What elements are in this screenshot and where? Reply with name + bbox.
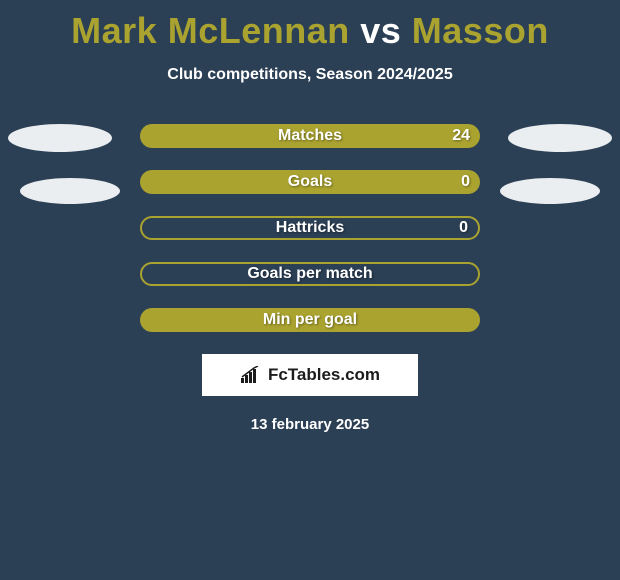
stat-bar-matches: Matches 24 <box>140 124 480 148</box>
source-logo: FcTables.com <box>202 354 418 396</box>
stat-row: Goals 0 <box>0 170 620 194</box>
comparison-card: Mark McLennan vs Masson Club competition… <box>0 0 620 433</box>
stat-bar-hattricks: Hattricks 0 <box>140 216 480 240</box>
stat-rows: Matches 24 Goals 0 Hattricks 0 Goals per… <box>0 124 620 332</box>
logo-text: FcTables.com <box>268 365 380 385</box>
stat-row: Matches 24 <box>0 124 620 148</box>
stat-bar-goals-per-match: Goals per match <box>140 262 480 286</box>
stat-label: Hattricks <box>276 219 344 237</box>
stat-row: Min per goal <box>0 308 620 332</box>
subtitle: Club competitions, Season 2024/2025 <box>167 66 452 84</box>
stat-value: 0 <box>459 219 468 237</box>
stat-label: Matches <box>278 127 342 145</box>
stat-row: Goals per match <box>0 262 620 286</box>
stat-value: 0 <box>461 173 470 191</box>
stat-bar-goals: Goals 0 <box>140 170 480 194</box>
vs-label: vs <box>360 10 401 51</box>
bar-chart-icon <box>240 366 262 384</box>
stat-row: Hattricks 0 <box>0 216 620 240</box>
stat-label: Goals per match <box>247 265 372 283</box>
page-title: Mark McLennan vs Masson <box>71 10 549 52</box>
date-label: 13 february 2025 <box>251 416 369 433</box>
player1-name: Mark McLennan <box>71 10 350 51</box>
stat-label: Goals <box>288 173 332 191</box>
stat-value: 24 <box>452 127 470 145</box>
stat-bar-min-per-goal: Min per goal <box>140 308 480 332</box>
player2-name: Masson <box>412 10 549 51</box>
stat-label: Min per goal <box>263 311 357 329</box>
